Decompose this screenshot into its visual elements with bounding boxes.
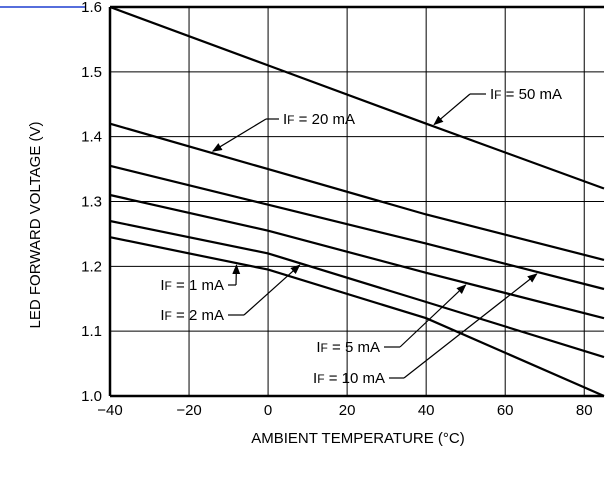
series-line (109, 164, 605, 291)
y-tick-label: 1.0 (81, 388, 102, 405)
x-axis-title: AMBIENT TEMPERATURE (°C) (251, 430, 465, 447)
y-tick-label: 1.4 (81, 129, 102, 146)
series-label: IF = 2 mA (160, 307, 224, 324)
annotation-arrow (403, 273, 538, 379)
annotation-arrow (211, 118, 267, 152)
series-annotations: IF = 50 mA IF = 20 mA IF = 1 mA IF = 2 mA IF… (160, 86, 562, 387)
x-tick-label: 0 (264, 402, 272, 419)
y-tick-label: 1.5 (81, 64, 102, 81)
series-label: IF = 50 mA (490, 86, 562, 103)
x-tick-label: 80 (576, 402, 593, 419)
series-line (109, 5, 605, 190)
plot-frame (0, 5, 604, 398)
x-tick-label: 40 (418, 402, 435, 419)
y-tick-label: 1.6 (81, 0, 102, 16)
y-tick-label: 1.3 (81, 194, 102, 211)
annotation-arrow (433, 93, 471, 126)
x-tick-label: 60 (497, 402, 514, 419)
annotation-arrow (243, 264, 301, 316)
y-axis-title: LED FORWARD VOLTAGE (V) (27, 122, 44, 329)
annotation-arrow (399, 284, 467, 348)
grid (110, 7, 604, 396)
series-line (109, 193, 605, 320)
series-line (109, 236, 605, 398)
series-label: IF = 5 mA (316, 339, 380, 356)
y-tick-label: 1.1 (81, 323, 102, 340)
series-label: IF = 20 mA (283, 111, 355, 128)
x-tick-label: 20 (339, 402, 356, 419)
series-label: IF = 1 mA (160, 277, 224, 294)
series-label: IF = 10 mA (313, 370, 385, 387)
x-tick-label: −40 (97, 402, 122, 419)
tick-labels: −40 −20 0 20 40 60 80 1.0 1.1 1.2 1.3 1.4 1.5 1.6 (81, 0, 592, 419)
series-line (109, 122, 605, 261)
series-lines (109, 5, 605, 398)
series-line (109, 219, 605, 359)
y-tick-label: 1.2 (81, 258, 102, 275)
x-tick-label: −20 (176, 402, 201, 419)
